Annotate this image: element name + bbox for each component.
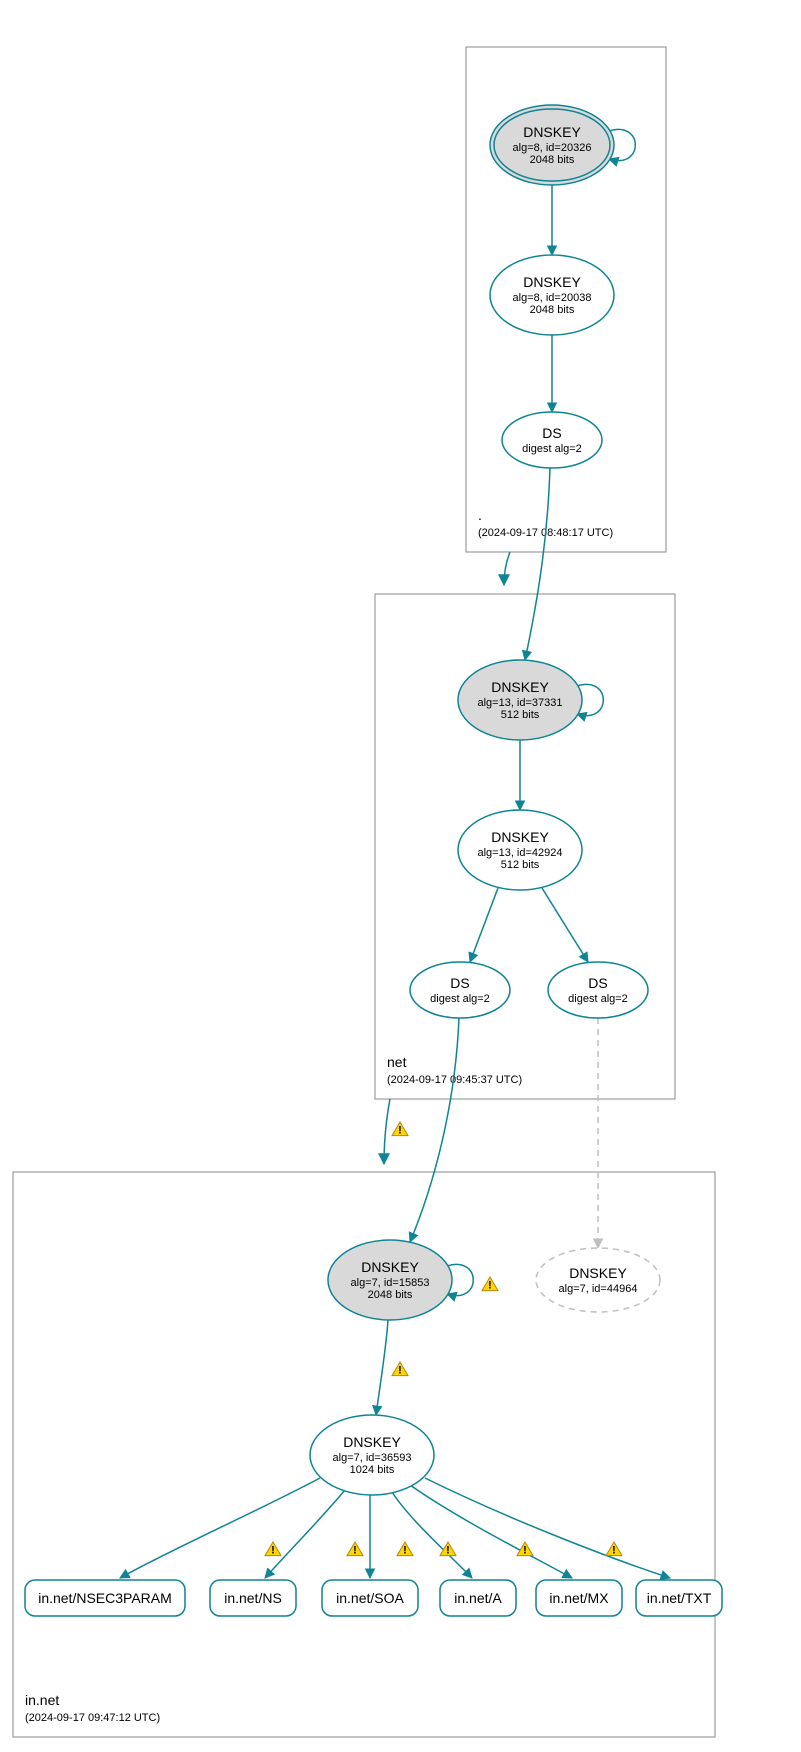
warning-icon: ! (392, 1362, 408, 1377)
rr-label: in.net/NS (224, 1590, 282, 1606)
edge (542, 888, 588, 962)
edge (470, 888, 498, 962)
node-detail: alg=13, id=37331 (477, 697, 562, 709)
node-root-ds: DS digest alg=2 (502, 412, 602, 468)
zone-label: . (478, 507, 482, 523)
node-net-ksk: DNSKEY alg=13, id=37331512 bits (458, 660, 582, 740)
node-detail: alg=7, id=36593 (333, 1452, 412, 1464)
node-detail: digest alg=2 (568, 993, 628, 1005)
svg-text:!: ! (353, 1545, 357, 1557)
edge (410, 1485, 572, 1578)
edge (410, 1018, 459, 1242)
svg-text:!: ! (398, 1365, 402, 1377)
edge (525, 468, 550, 660)
warning-icon: ! (397, 1542, 413, 1557)
edge (120, 1478, 320, 1578)
zone-timestamp: (2024-09-17 09:47:12 UTC) (25, 1712, 160, 1724)
svg-text:!: ! (612, 1545, 616, 1557)
svg-text:!: ! (398, 1125, 402, 1137)
warning-icon: ! (392, 1122, 408, 1137)
edge (384, 1099, 390, 1164)
node-innet-zsk: DNSKEY alg=7, id=365931024 bits (310, 1415, 434, 1495)
node-net-ds2: DS digest alg=2 (548, 962, 648, 1018)
rr-label: in.net/NSEC3PARAM (38, 1590, 172, 1606)
svg-text:!: ! (271, 1545, 275, 1557)
rr-rr-soa: in.net/SOA (322, 1580, 418, 1616)
edge (392, 1492, 472, 1578)
rr-rr-nsec3: in.net/NSEC3PARAM (25, 1580, 185, 1616)
edge (425, 1478, 670, 1578)
rr-label: in.net/MX (549, 1590, 609, 1606)
rr-label: in.net/SOA (336, 1590, 404, 1606)
svg-text:!: ! (403, 1545, 407, 1557)
node-detail: 512 bits (501, 859, 540, 871)
node-detail: alg=7, id=44964 (559, 1283, 638, 1295)
dnssec-diagram: .(2024-09-17 08:48:17 UTC)net(2024-09-17… (0, 0, 801, 1752)
node-detail: 2048 bits (530, 304, 575, 316)
node-innet-ksk: DNSKEY alg=7, id=158532048 bits (328, 1240, 452, 1320)
node-net-ds1: DS digest alg=2 (410, 962, 510, 1018)
node-title: DS (450, 975, 469, 991)
node-title: DNSKEY (361, 1259, 419, 1275)
node-title: DS (542, 425, 561, 441)
node-detail: alg=8, id=20326 (513, 142, 592, 154)
svg-text:!: ! (446, 1545, 450, 1557)
node-title: DNSKEY (523, 124, 581, 140)
edge (504, 552, 510, 585)
node-detail: digest alg=2 (522, 443, 582, 455)
warning-icon: ! (265, 1542, 281, 1557)
node-detail: alg=13, id=42924 (477, 847, 562, 859)
rr-rr-ns: in.net/NS (210, 1580, 296, 1616)
node-detail: 2048 bits (368, 1289, 413, 1301)
svg-text:!: ! (488, 1280, 492, 1292)
node-detail: 512 bits (501, 709, 540, 721)
zone-label: in.net (25, 1692, 59, 1708)
node-detail: alg=8, id=20038 (513, 292, 592, 304)
svg-text:!: ! (523, 1545, 527, 1557)
node-title: DNSKEY (491, 829, 549, 845)
node-title: DS (588, 975, 607, 991)
node-detail: alg=7, id=15853 (351, 1277, 430, 1289)
warning-icon: ! (482, 1277, 498, 1292)
rr-rr-txt: in.net/TXT (636, 1580, 722, 1616)
warning-icon: ! (606, 1542, 622, 1557)
rr-label: in.net/TXT (647, 1590, 712, 1606)
edge (376, 1320, 388, 1415)
node-title: DNSKEY (343, 1434, 401, 1450)
zone-label: net (387, 1054, 407, 1070)
node-detail: digest alg=2 (430, 993, 490, 1005)
node-detail: 1024 bits (350, 1464, 395, 1476)
node-net-zsk: DNSKEY alg=13, id=42924512 bits (458, 810, 582, 890)
node-detail: 2048 bits (530, 154, 575, 166)
node-root-zsk: DNSKEY alg=8, id=200382048 bits (490, 255, 614, 335)
node-title: DNSKEY (569, 1265, 627, 1281)
rr-rr-mx: in.net/MX (536, 1580, 622, 1616)
edge (265, 1490, 345, 1578)
node-title: DNSKEY (491, 679, 549, 695)
node-root-ksk: DNSKEY alg=8, id=203262048 bits (490, 105, 614, 185)
rr-label: in.net/A (454, 1590, 502, 1606)
node-title: DNSKEY (523, 274, 581, 290)
rr-rr-a: in.net/A (440, 1580, 516, 1616)
node-innet-miss: DNSKEY alg=7, id=44964 (536, 1248, 660, 1312)
warning-icon: ! (347, 1542, 363, 1557)
